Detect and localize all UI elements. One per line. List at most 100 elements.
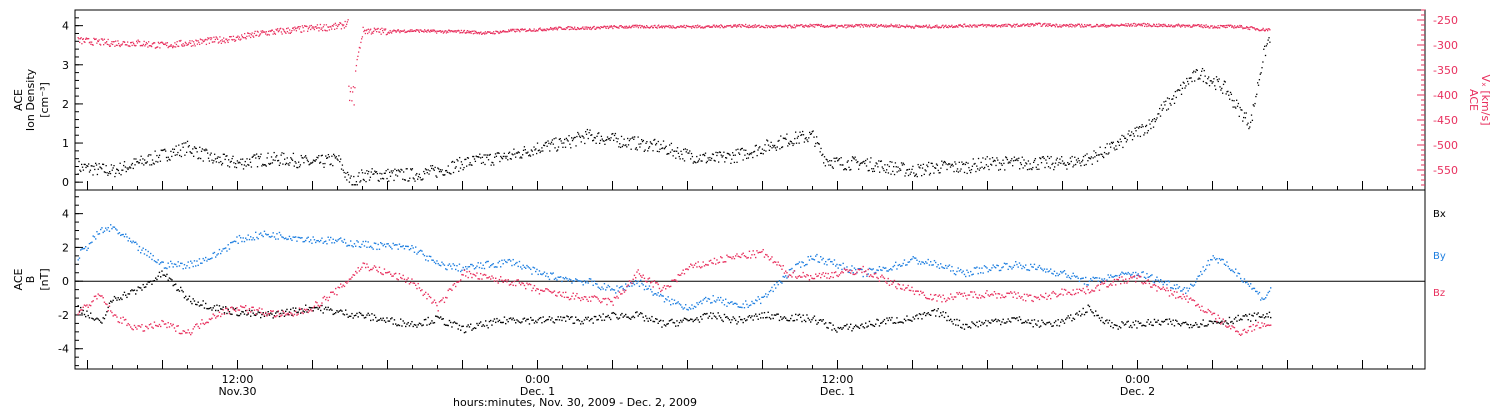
b-point-bx <box>700 315 702 318</box>
vx-point <box>612 27 614 30</box>
ion-density-point <box>1208 84 1211 87</box>
ion-density-point <box>333 153 335 156</box>
vx-point <box>346 23 348 25</box>
b-point-bx <box>1037 320 1039 322</box>
ion-density-point <box>88 171 91 173</box>
ion-density-point <box>447 165 449 167</box>
vx-point <box>143 40 145 43</box>
b-point-bx <box>358 311 361 314</box>
ion-density-point <box>1047 166 1050 168</box>
vx-point <box>1224 25 1226 27</box>
vx-point <box>974 26 976 28</box>
b-point-by <box>1032 266 1034 268</box>
vx-point <box>1034 24 1036 26</box>
b-point-by <box>368 246 371 248</box>
b-point-by <box>783 276 786 278</box>
vx-point <box>1165 25 1167 27</box>
b-point-by <box>612 288 614 291</box>
b-point-bx <box>591 317 593 320</box>
ion-density-point <box>277 160 279 162</box>
vx-point <box>324 29 326 31</box>
vx-point <box>984 24 986 26</box>
ion-density-point <box>1234 106 1236 108</box>
ion-density-point <box>729 154 731 156</box>
b-point-by <box>877 269 879 272</box>
vx-point <box>412 30 414 32</box>
ion-density-point <box>1093 150 1095 152</box>
b-point-bx <box>802 314 804 316</box>
ion-density-point <box>1004 169 1006 171</box>
ion-density-point <box>1078 160 1080 162</box>
vx-point <box>1255 29 1257 31</box>
vx-point <box>1210 25 1212 27</box>
b-point-by <box>1152 280 1154 283</box>
vx-point <box>964 25 967 27</box>
ion-density-point <box>1120 140 1122 143</box>
ion-density-point <box>1079 162 1081 164</box>
vx-point <box>507 31 509 33</box>
vx-point <box>1172 26 1174 28</box>
b-point-bz <box>77 313 79 315</box>
b-point-by <box>821 259 823 261</box>
vx-point <box>787 24 790 27</box>
b-point-by <box>311 242 313 244</box>
ion-density-point <box>554 147 556 149</box>
ion-density-point <box>414 180 416 182</box>
vx-point <box>343 27 346 29</box>
b-point-by <box>917 263 919 265</box>
ion-density-point <box>1221 87 1223 90</box>
ion-density-point <box>806 139 808 141</box>
b-point-by <box>483 267 486 270</box>
b-point-by <box>100 228 102 231</box>
vx-point <box>346 21 349 23</box>
b-point-bx <box>977 326 979 328</box>
b-point-bx <box>552 321 554 323</box>
b-point-by <box>1207 259 1209 262</box>
vx-point <box>317 27 319 29</box>
vx-point <box>201 42 203 44</box>
b-point-bx <box>683 317 686 320</box>
vx-point <box>889 25 891 27</box>
b-point-by <box>1212 255 1214 257</box>
vx-point <box>724 26 727 28</box>
vx-point <box>445 30 447 32</box>
b-point-by <box>140 252 142 254</box>
vx-point <box>688 25 691 28</box>
vx-point <box>772 26 775 29</box>
b-point-by <box>446 268 448 271</box>
b-point-by <box>108 230 111 232</box>
b-point-bx <box>322 312 324 314</box>
ion-density-point <box>424 172 426 175</box>
vx-point <box>448 29 451 32</box>
ion-density-point <box>1208 76 1210 78</box>
b-point-bx <box>1036 324 1038 326</box>
vx-point <box>500 31 502 34</box>
b-point-bx <box>928 313 931 316</box>
vx-point <box>1124 25 1126 27</box>
ion-density-point <box>443 174 445 176</box>
vx-point <box>1246 26 1249 29</box>
vx-point <box>261 31 263 34</box>
vx-point <box>847 26 849 28</box>
ion-density-point <box>422 178 424 180</box>
ion-density-point <box>334 157 337 159</box>
b-point-bx <box>611 312 613 314</box>
b-point-bx <box>1063 322 1066 324</box>
ion-density-point <box>829 160 831 162</box>
ion-density-point <box>431 164 434 167</box>
b-point-bx <box>360 312 362 315</box>
vx-point <box>983 24 985 26</box>
b-point-bx <box>767 311 769 314</box>
vx-point <box>406 31 408 33</box>
ion-density-point <box>728 153 730 155</box>
ion-density-point <box>1243 112 1246 114</box>
ion-density-point <box>482 161 484 164</box>
b-point-by <box>275 238 277 240</box>
ion-density-point <box>946 168 948 171</box>
vx-point <box>293 29 295 31</box>
ion-density-point <box>937 169 939 172</box>
ion-density-point <box>791 142 793 144</box>
ion-density-point <box>1264 54 1267 57</box>
b-point-by <box>905 264 907 266</box>
top-right-ytick-label: -400 <box>1433 89 1458 102</box>
